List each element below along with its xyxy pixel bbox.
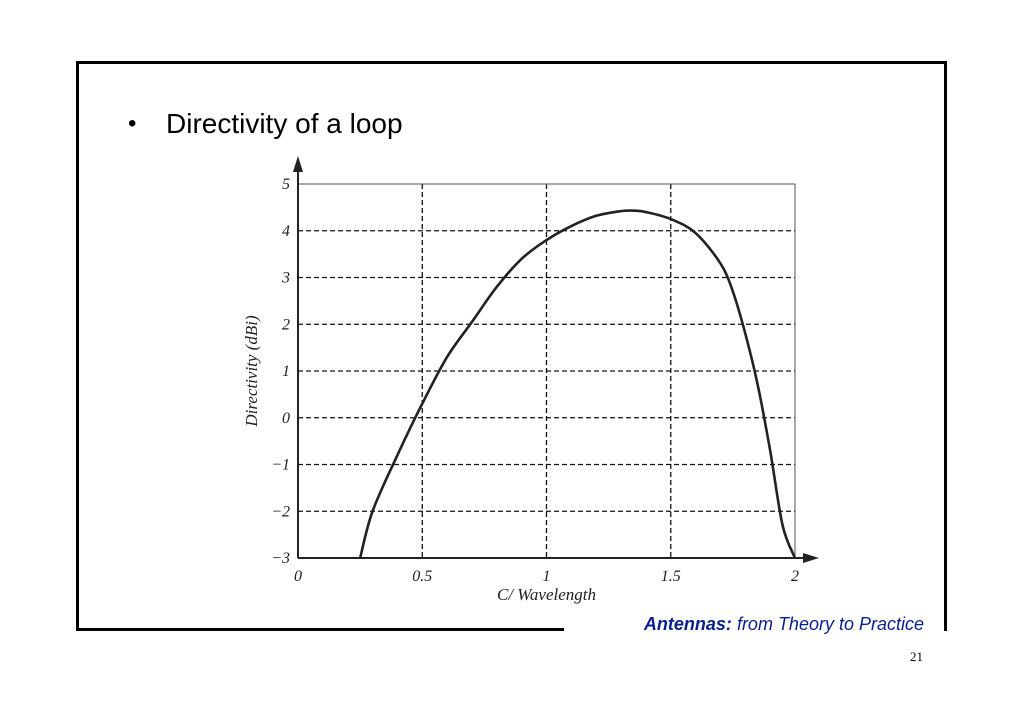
y-tick-label: −1 [271, 457, 290, 474]
x-tick-label: 0.5 [412, 568, 432, 585]
y-tick-label: 5 [282, 176, 290, 193]
y-tick-label: −3 [271, 550, 290, 567]
slide-bullet: • Directivity of a loop [128, 108, 403, 140]
y-tick-label: 2 [282, 316, 290, 333]
y-tick-label: 1 [282, 363, 290, 380]
slide-heading: Directivity of a loop [166, 108, 403, 139]
y-tick-label: 0 [282, 410, 290, 427]
x-axis-arrow [803, 553, 819, 563]
x-tick-label: 1.5 [661, 568, 681, 585]
bullet-symbol: • [128, 110, 137, 137]
slide-frame-left [76, 61, 79, 631]
x-axis-label: C/ Wavelength [497, 585, 596, 604]
citation-title: Antennas: [643, 614, 732, 634]
citation-subtitle: from Theory to Practice [731, 614, 924, 634]
slide-frame-right [944, 61, 947, 631]
x-tick-label: 1 [543, 568, 551, 585]
grid-layer [298, 184, 795, 558]
page-number: 21 [910, 649, 923, 664]
citation: Antennas: from Theory to Practice [644, 614, 924, 635]
y-axis-arrow [293, 156, 303, 172]
x-tick-label: 0 [294, 568, 302, 585]
slide-frame-top [76, 61, 947, 64]
y-axis-label: Directivity (dBi) [242, 315, 261, 428]
slide-frame-bottom [76, 628, 564, 631]
directivity-curve [358, 209, 797, 559]
y-tick-label: −2 [271, 503, 290, 520]
y-tick-label: 3 [281, 270, 290, 287]
series-layer [358, 209, 797, 559]
y-tick-label: 4 [282, 223, 290, 240]
x-tick-label: 2 [791, 568, 799, 585]
axes-layer [293, 156, 819, 563]
